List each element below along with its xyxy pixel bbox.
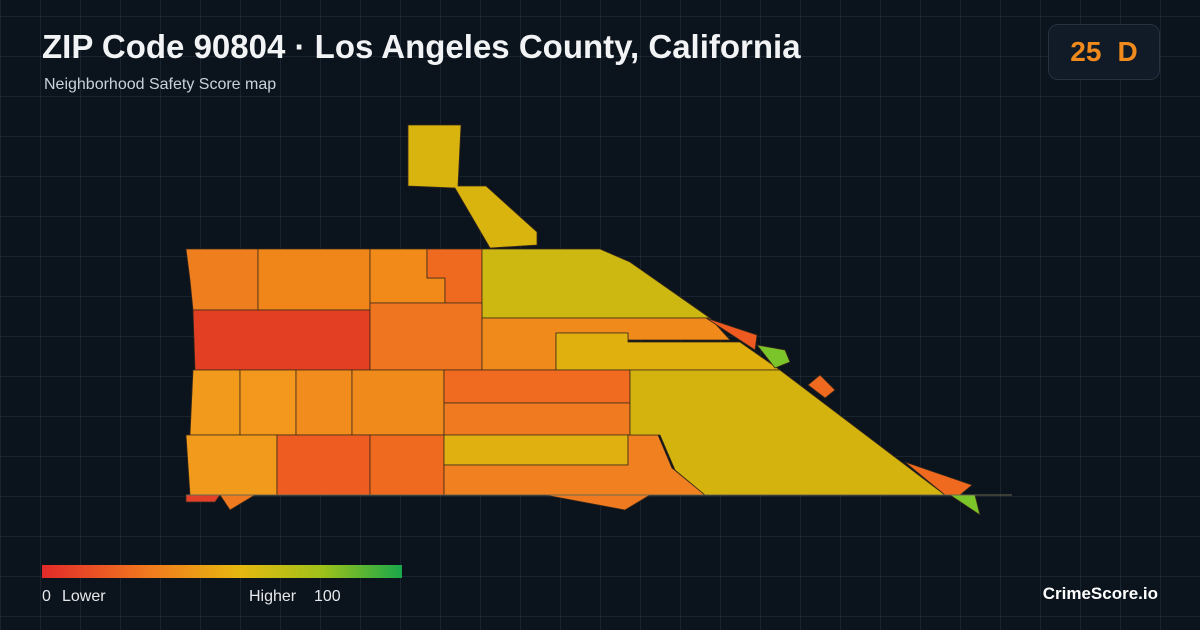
block	[276, 434, 371, 496]
block	[443, 369, 631, 404]
block	[257, 248, 371, 311]
score-badge: 25 D	[1048, 24, 1160, 80]
title: ZIP Code 90804 · Los Angeles County, Cal…	[42, 28, 801, 65]
block	[443, 434, 629, 466]
zip-area	[185, 124, 1012, 516]
block	[544, 494, 652, 511]
subtitle: Neighborhood Safety Score map	[44, 76, 277, 93]
block	[219, 494, 257, 511]
block	[189, 369, 241, 436]
block	[185, 248, 259, 311]
block	[239, 369, 297, 436]
legend-min: 0	[42, 588, 51, 605]
block	[705, 317, 758, 351]
block	[369, 434, 445, 496]
score: 25	[1070, 36, 1102, 67]
block	[192, 309, 371, 371]
brand: CrimeScore.io	[1042, 584, 1158, 603]
block	[185, 434, 278, 496]
grade: D	[1117, 36, 1138, 67]
block	[807, 374, 836, 399]
block	[756, 344, 791, 369]
block	[295, 369, 353, 436]
block	[185, 494, 221, 503]
legend-high-label: Higher	[249, 588, 297, 605]
legend-low-label: Lower	[62, 588, 106, 605]
block	[481, 248, 712, 319]
legend-gradient	[42, 565, 402, 578]
block	[629, 369, 947, 496]
block	[351, 369, 445, 436]
block	[948, 494, 981, 516]
block	[369, 302, 483, 371]
legend-max: 100	[314, 588, 341, 605]
block	[407, 124, 538, 249]
block	[443, 402, 631, 436]
